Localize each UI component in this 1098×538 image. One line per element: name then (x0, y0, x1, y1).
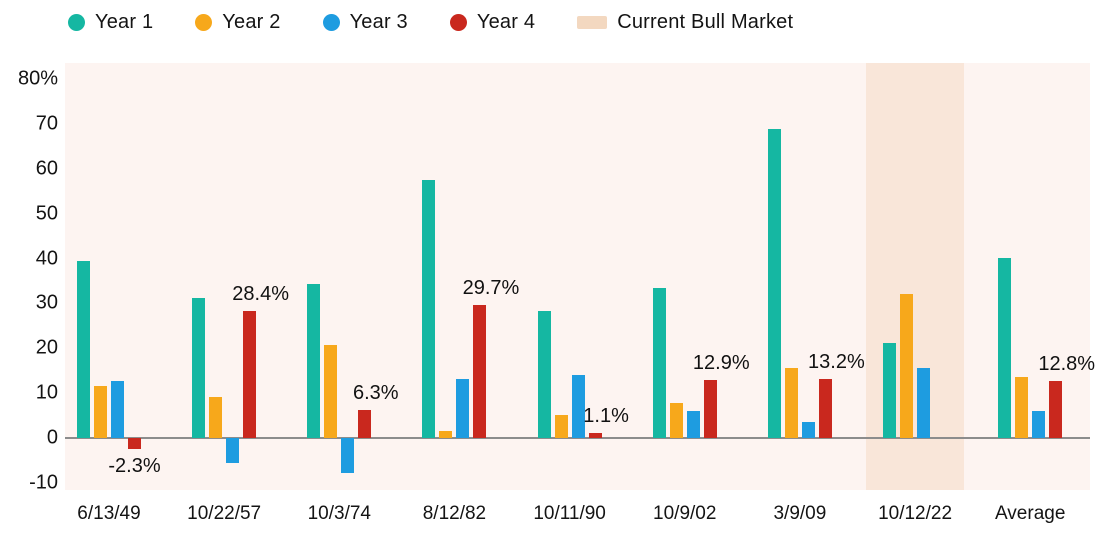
y-axis-tick-label: 50 (35, 202, 58, 225)
y-axis-tick-label: 80% (17, 67, 58, 90)
bar-year-4 (588, 433, 602, 439)
bar-year-3 (801, 422, 815, 439)
x-axis-category-label: Average (994, 503, 1066, 524)
bar-year-1 (422, 179, 436, 439)
legend-item: Current Bull Market (577, 11, 793, 34)
bar-year-3 (341, 438, 355, 474)
y-axis-tick-label: 70 (35, 112, 58, 135)
bar-year-4 (128, 438, 141, 449)
legend-label: Year 3 (349, 11, 408, 33)
bar-year-3 (111, 380, 124, 439)
bar-year-3 (917, 367, 931, 439)
bar-year-4 (243, 310, 257, 439)
value-annotation: 28.4% (232, 282, 289, 305)
legend-item: Year 4 (449, 11, 536, 34)
value-annotation: 12.9% (692, 352, 750, 375)
bar-year-1 (883, 343, 897, 439)
x-axis-category-label: 6/13/49 (77, 503, 141, 524)
bar-year-2 (209, 396, 223, 439)
bar-year-1 (192, 298, 206, 439)
current-bull-market-band (866, 63, 965, 490)
x-axis-category-label: 10/9/02 (653, 503, 717, 524)
bar-year-1 (652, 288, 666, 439)
legend-item: Year 1 (68, 11, 153, 34)
legend-dot-icon (322, 14, 340, 31)
y-axis: 80% 70 60 50 40 30 20 10 0 -10 (0, 0, 58, 538)
legend-dot-icon (449, 14, 467, 31)
bar-year-4 (818, 378, 832, 439)
x-axis: 6/13/49 10/22/57 10/3/74 8/12/82 10/11/90 10/… (65, 503, 1090, 535)
x-axis-category-label: 3/9/09 (773, 503, 827, 524)
value-annotation: 13.2% (808, 350, 865, 373)
bar-year-1 (998, 257, 1012, 439)
value-annotation: 1.1% (583, 405, 629, 428)
y-axis-tick-label: 0 (46, 426, 58, 449)
x-axis-category-label: 10/3/74 (307, 503, 371, 524)
legend-label: Year 1 (95, 11, 154, 33)
zero-axis-line (65, 437, 1090, 440)
bar-year-3 (226, 438, 240, 464)
y-axis-tick-label: 30 (35, 291, 58, 314)
bar-year-3 (1032, 411, 1046, 439)
bar-year-2 (784, 368, 798, 439)
legend-item: Year 2 (195, 11, 280, 34)
value-annotation: 29.7% (462, 276, 520, 299)
value-annotation: 12.8% (1038, 352, 1096, 375)
y-axis-tick-label: 60 (35, 157, 58, 180)
bar-year-2 (1015, 376, 1029, 439)
y-axis-tick-label: 10 (35, 381, 58, 404)
bar-year-2 (669, 403, 683, 439)
bar-year-1 (767, 129, 781, 439)
bar-year-2 (439, 431, 453, 439)
bar-year-4 (1049, 380, 1063, 439)
bar-year-3 (686, 411, 700, 439)
bar-year-1 (537, 310, 551, 439)
y-axis-tick-label: 20 (35, 336, 58, 359)
bar-year-3 (571, 374, 585, 439)
bar-year-2 (900, 294, 914, 439)
value-annotation: 6.3% (353, 381, 399, 404)
x-axis-category-label: 10/11/90 (533, 503, 606, 524)
y-axis-tick-label: 40 (35, 247, 58, 270)
legend-dot-icon (195, 14, 213, 31)
bar-year-2 (94, 385, 107, 439)
x-axis-category-label: 10/12/22 (878, 503, 953, 524)
chart-legend: Year 1 Year 2 Year 3 Year 4 Current Bull Mar… (68, 11, 793, 34)
x-axis-category-label: 8/12/82 (422, 503, 487, 524)
bar-year-4 (473, 304, 487, 439)
legend-item: Year 3 (322, 11, 408, 34)
legend-swatch-icon (577, 16, 608, 29)
bar-year-3 (456, 379, 470, 439)
plot-area: -2.3% 28.4% 6.3% 29.7% 1.1% 12.9% 13.2% 12.8% (65, 63, 1095, 490)
bar-year-2 (324, 344, 338, 439)
legend-label: Year 2 (222, 11, 281, 33)
legend-label: Year 4 (476, 11, 536, 33)
legend-label: Current Bull Market (617, 11, 794, 33)
bar-year-4 (703, 380, 717, 439)
x-axis-category-label: 10/22/57 (187, 503, 262, 524)
legend-dot-icon (68, 14, 85, 31)
bar-year-2 (554, 415, 568, 439)
bar-year-1 (77, 261, 90, 439)
bar-year-4 (358, 409, 372, 439)
y-axis-tick-label: -10 (29, 471, 58, 494)
value-annotation: -2.3% (108, 454, 161, 477)
bar-year-1 (307, 283, 321, 439)
